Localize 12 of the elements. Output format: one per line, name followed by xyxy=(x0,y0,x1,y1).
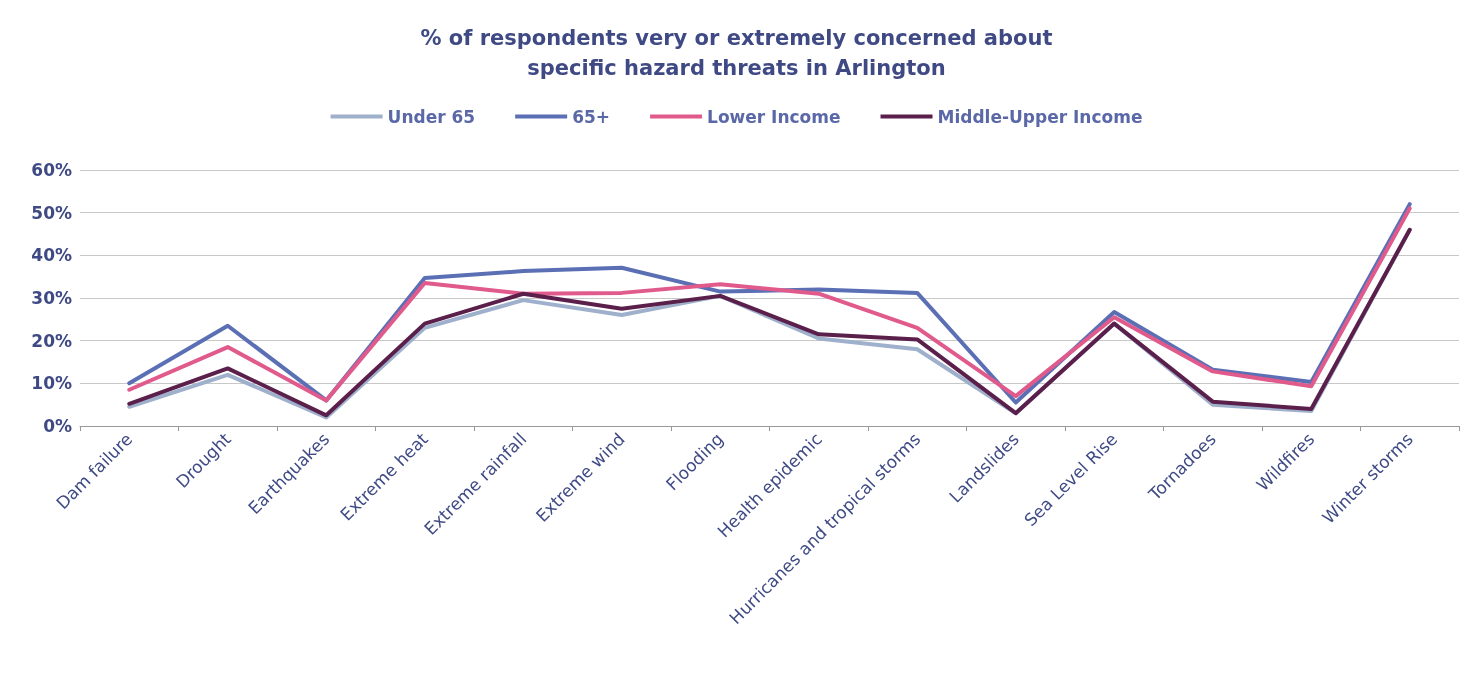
y-tick-label: 60% xyxy=(31,160,72,180)
legend-label: Under 65 xyxy=(387,106,476,127)
y-tick-label: 0% xyxy=(43,416,72,436)
legend-label: Lower Income xyxy=(707,106,841,127)
y-tick-label: 20% xyxy=(31,330,72,351)
chart-title: % of respondents very or extremely concerned about specific hazard threats in Arlington xyxy=(420,26,1053,80)
y-tick-label: 30% xyxy=(31,288,72,308)
y-tick-label: 50% xyxy=(31,202,72,223)
y-tick-label: 10% xyxy=(31,373,72,394)
y-tick-label: 40% xyxy=(31,245,72,266)
legend-label: Middle-Upper Income xyxy=(937,106,1143,127)
legend-label: 65+ xyxy=(572,106,611,127)
